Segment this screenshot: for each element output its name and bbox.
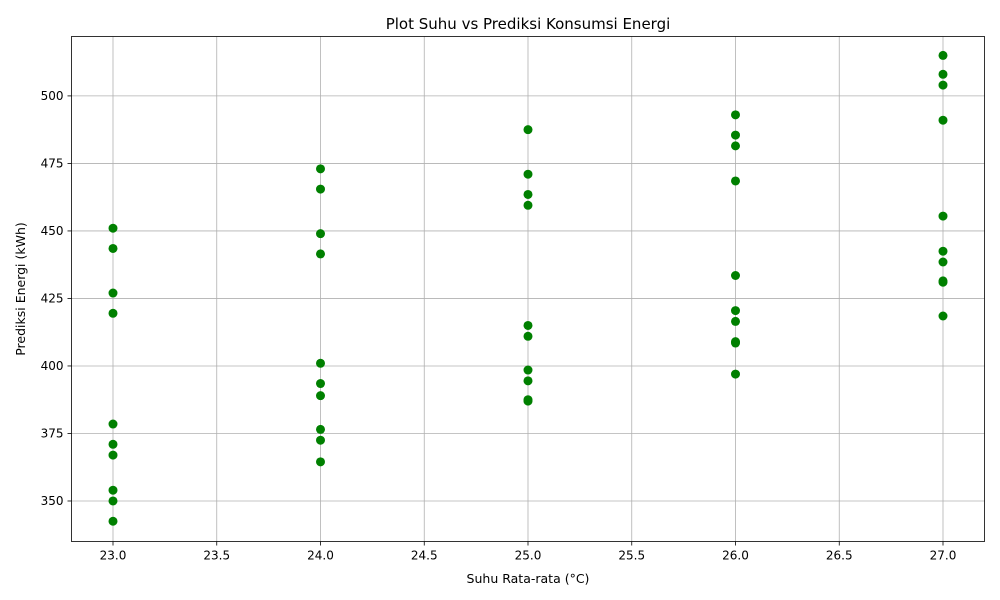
chart-title: Plot Suhu vs Prediksi Konsumsi Energi: [386, 15, 671, 33]
y-axis: 350 375 400 425 450 475 500: [41, 89, 72, 508]
x-axis-title: Suhu Rata-rata (°C): [467, 571, 590, 586]
y-tick-label: 500: [41, 89, 64, 103]
data-point: [523, 320, 533, 330]
data-point: [731, 369, 740, 379]
y-tick-label: 350: [41, 494, 64, 508]
data-point: [316, 229, 325, 239]
data-point: [938, 50, 948, 60]
data-point: [316, 164, 325, 174]
y-axis-title: Prediksi Energi (kWh): [13, 222, 28, 356]
y-tick-label: 400: [41, 359, 64, 373]
data-point: [938, 80, 948, 90]
data-point: [108, 223, 118, 233]
data-point: [731, 306, 740, 316]
x-tick-label: 23.5: [203, 549, 230, 563]
y-tick-label: 475: [41, 156, 64, 170]
data-point: [108, 496, 118, 506]
data-point: [731, 141, 740, 151]
data-point: [938, 211, 948, 221]
data-points: [108, 50, 948, 526]
data-point: [316, 391, 325, 401]
x-tick-label: 26.0: [722, 549, 749, 563]
data-point: [938, 115, 948, 125]
data-point: [108, 485, 118, 495]
data-point: [523, 200, 533, 210]
x-tick-label: 23.0: [100, 549, 127, 563]
data-point: [316, 457, 325, 467]
data-point: [108, 288, 118, 298]
x-axis: 23.0 23.5 24.0 24.5 25.0 25.5 26.0 26.5 27.0: [100, 541, 957, 563]
data-point: [316, 358, 325, 368]
data-point: [731, 130, 740, 140]
x-tick-label: 26.5: [826, 549, 853, 563]
data-point: [731, 316, 740, 326]
data-point: [938, 257, 948, 267]
data-point: [938, 311, 948, 321]
data-point: [108, 450, 118, 460]
data-point: [316, 379, 325, 389]
data-point: [316, 249, 325, 259]
x-tick-label: 25.0: [515, 549, 542, 563]
grid: [71, 36, 985, 542]
data-point: [523, 125, 533, 135]
data-point: [731, 110, 740, 120]
data-point: [523, 331, 533, 341]
data-point: [523, 365, 533, 375]
data-point: [108, 243, 118, 253]
data-point: [938, 69, 948, 79]
data-point: [731, 338, 740, 348]
data-point: [108, 439, 118, 449]
data-point: [316, 424, 325, 434]
y-tick-label: 425: [41, 291, 64, 305]
data-point: [523, 376, 533, 386]
data-point: [523, 169, 533, 179]
x-tick-label: 24.5: [411, 549, 438, 563]
data-point: [523, 189, 533, 199]
data-point: [938, 277, 948, 287]
data-point: [108, 308, 118, 318]
data-point: [316, 184, 325, 194]
data-point: [731, 176, 740, 186]
data-point: [108, 516, 118, 526]
x-tick-label: 24.0: [307, 549, 334, 563]
x-tick-label: 27.0: [930, 549, 957, 563]
y-tick-label: 450: [41, 224, 64, 238]
x-tick-label: 25.5: [618, 549, 645, 563]
data-point: [316, 435, 325, 445]
data-point: [523, 396, 533, 406]
data-point: [731, 270, 740, 280]
data-point: [108, 419, 118, 429]
y-tick-label: 375: [41, 426, 64, 440]
data-point: [938, 246, 948, 256]
